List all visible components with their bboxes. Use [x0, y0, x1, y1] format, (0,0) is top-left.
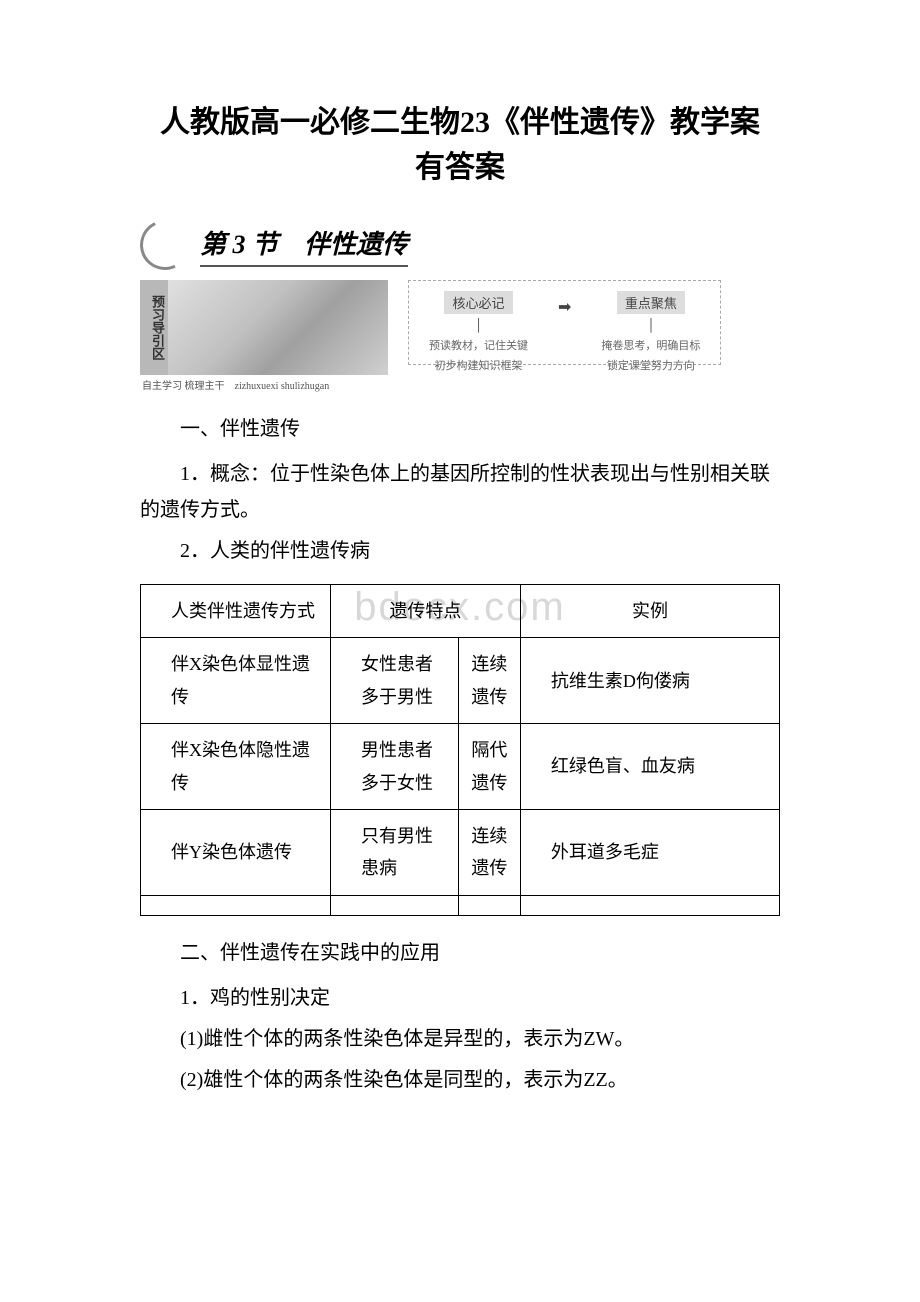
- vbar-icon: │: [474, 318, 483, 333]
- preview-left: 预习导引区: [140, 280, 388, 375]
- col-right-l1: 掩卷思考，明确目标: [601, 337, 700, 353]
- col-left-title: 核心必记: [444, 291, 512, 314]
- r1c1: 伴X染色体显性遗传: [141, 638, 331, 724]
- arc-decoration: [133, 213, 197, 277]
- preview-tag: 预习导引区: [140, 280, 168, 375]
- section2-heading: 二、伴性遗传在实践中的应用: [140, 936, 780, 965]
- r1c3: 连续遗传: [458, 638, 520, 724]
- th-example: 实例: [520, 585, 779, 638]
- preview-photo: [168, 280, 388, 375]
- inheritance-table: 人类伴性遗传方式 遗传特点 实例 伴X染色体显性遗传 女性患者多于男性 连续遗传…: [140, 584, 780, 916]
- r1c2: 女性患者多于男性: [330, 638, 458, 724]
- table-header-row: 人类伴性遗传方式 遗传特点 实例: [141, 585, 780, 638]
- empty-cell: [458, 895, 520, 915]
- section2-p1: 1．鸡的性别决定: [140, 980, 780, 1016]
- section1-heading: 一、伴性遗传: [140, 412, 780, 441]
- r3c1: 伴Y染色体遗传: [141, 809, 331, 895]
- r2c2: 男性患者多于女性: [330, 724, 458, 810]
- section-label: 第 3 节 伴性遗传: [200, 224, 408, 267]
- th-mode: 人类伴性遗传方式: [141, 585, 331, 638]
- section1-p2: 2．人类的伴性遗传病: [140, 533, 780, 569]
- col-right-l2: 锁定课堂努力方向: [607, 357, 695, 373]
- preview-col-left: 核心必记 │ 预读教材，记住关键 初步构建知识框架: [429, 291, 528, 373]
- table-row: 伴X染色体隐性遗传 男性患者多于女性 隔代遗传 红绿色盲、血友病: [141, 724, 780, 810]
- section2-p2: (1)雌性个体的两条性染色体是异型的，表示为ZW。: [140, 1021, 780, 1057]
- title-line-1: 人教版高一必修二生物23《伴性遗传》教学案: [80, 100, 840, 145]
- col-left-l2: 初步构建知识框架: [435, 357, 523, 373]
- preview-left-wrap: 预习导引区 自主学习 梳理主干 zizhuxuexi shulizhugan: [140, 280, 388, 392]
- preview-col-right: 重点聚焦 │ 掩卷思考，明确目标 锁定课堂努力方向: [601, 291, 700, 373]
- content-body: 一、伴性遗传 1．概念：位于性染色体上的基因所控制的性状表现出与性别相关联的遗传…: [80, 412, 840, 1098]
- th-feature: 遗传特点: [330, 585, 520, 638]
- section-header: 第 3 节 伴性遗传: [140, 220, 840, 270]
- empty-cell: [330, 895, 458, 915]
- table-row: 伴Y染色体遗传 只有男性患病 连续遗传 外耳道多毛症: [141, 809, 780, 895]
- empty-cell: [141, 895, 331, 915]
- col-left-l1: 预读教材，记住关键: [429, 337, 528, 353]
- table-empty-row: [141, 895, 780, 915]
- col-right-title: 重点聚焦: [617, 291, 685, 314]
- arrow-icon: ➡: [558, 297, 571, 317]
- r1c4: 抗维生素D佝偻病: [520, 638, 779, 724]
- r3c3: 连续遗传: [458, 809, 520, 895]
- document-title: 人教版高一必修二生物23《伴性遗传》教学案 有答案: [80, 100, 840, 190]
- r2c1: 伴X染色体隐性遗传: [141, 724, 331, 810]
- table-row: 伴X染色体显性遗传 女性患者多于男性 连续遗传 抗维生素D佝偻病: [141, 638, 780, 724]
- section2-p3: (2)雄性个体的两条性染色体是同型的，表示为ZZ。: [140, 1062, 780, 1098]
- title-line-2: 有答案: [80, 145, 840, 190]
- empty-cell: [520, 895, 779, 915]
- preview-strip: 预习导引区 自主学习 梳理主干 zizhuxuexi shulizhugan 核…: [140, 280, 840, 392]
- r2c3: 隔代遗传: [458, 724, 520, 810]
- section1-p1: 1．概念：位于性染色体上的基因所控制的性状表现出与性别相关联的遗传方式。: [140, 456, 780, 528]
- preview-caption: 自主学习 梳理主干 zizhuxuexi shulizhugan: [140, 377, 388, 392]
- r2c4: 红绿色盲、血友病: [520, 724, 779, 810]
- preview-right: 核心必记 │ 预读教材，记住关键 初步构建知识框架 ➡ 重点聚焦 │ 掩卷思考，…: [408, 280, 721, 365]
- r3c4: 外耳道多毛症: [520, 809, 779, 895]
- r3c2: 只有男性患病: [330, 809, 458, 895]
- vbar-icon: │: [647, 318, 656, 333]
